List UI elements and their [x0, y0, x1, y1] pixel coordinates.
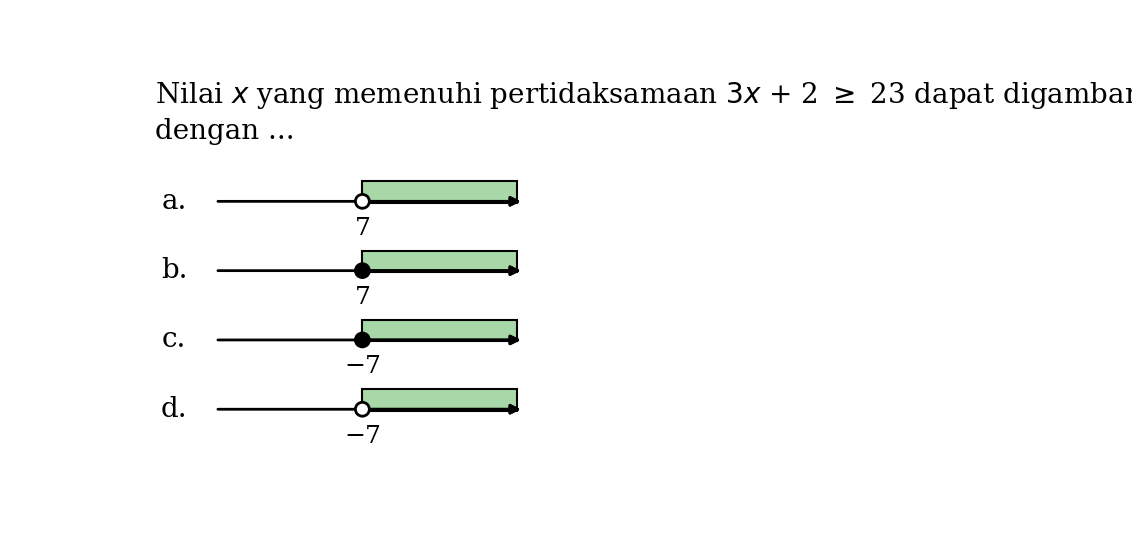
Circle shape: [355, 194, 369, 208]
Bar: [362, 389, 517, 411]
Bar: [362, 251, 517, 272]
Text: 7: 7: [354, 286, 370, 309]
Text: −7: −7: [344, 425, 380, 448]
Text: 7: 7: [354, 217, 370, 240]
Text: Nilai $x$ yang memenuhi pertidaksamaan $3x$ + 2 $\geq$ 23 dapat digambarkan: Nilai $x$ yang memenuhi pertidaksamaan $…: [155, 80, 1132, 110]
Text: a.: a.: [162, 188, 187, 215]
Bar: [362, 320, 517, 341]
Text: d.: d.: [161, 396, 188, 423]
Circle shape: [355, 333, 369, 347]
Text: dengan ...: dengan ...: [155, 118, 295, 145]
Text: c.: c.: [162, 326, 187, 354]
Text: b.: b.: [161, 257, 187, 284]
Circle shape: [355, 264, 369, 278]
Text: −7: −7: [344, 355, 380, 379]
Bar: [362, 181, 517, 203]
Circle shape: [355, 402, 369, 416]
